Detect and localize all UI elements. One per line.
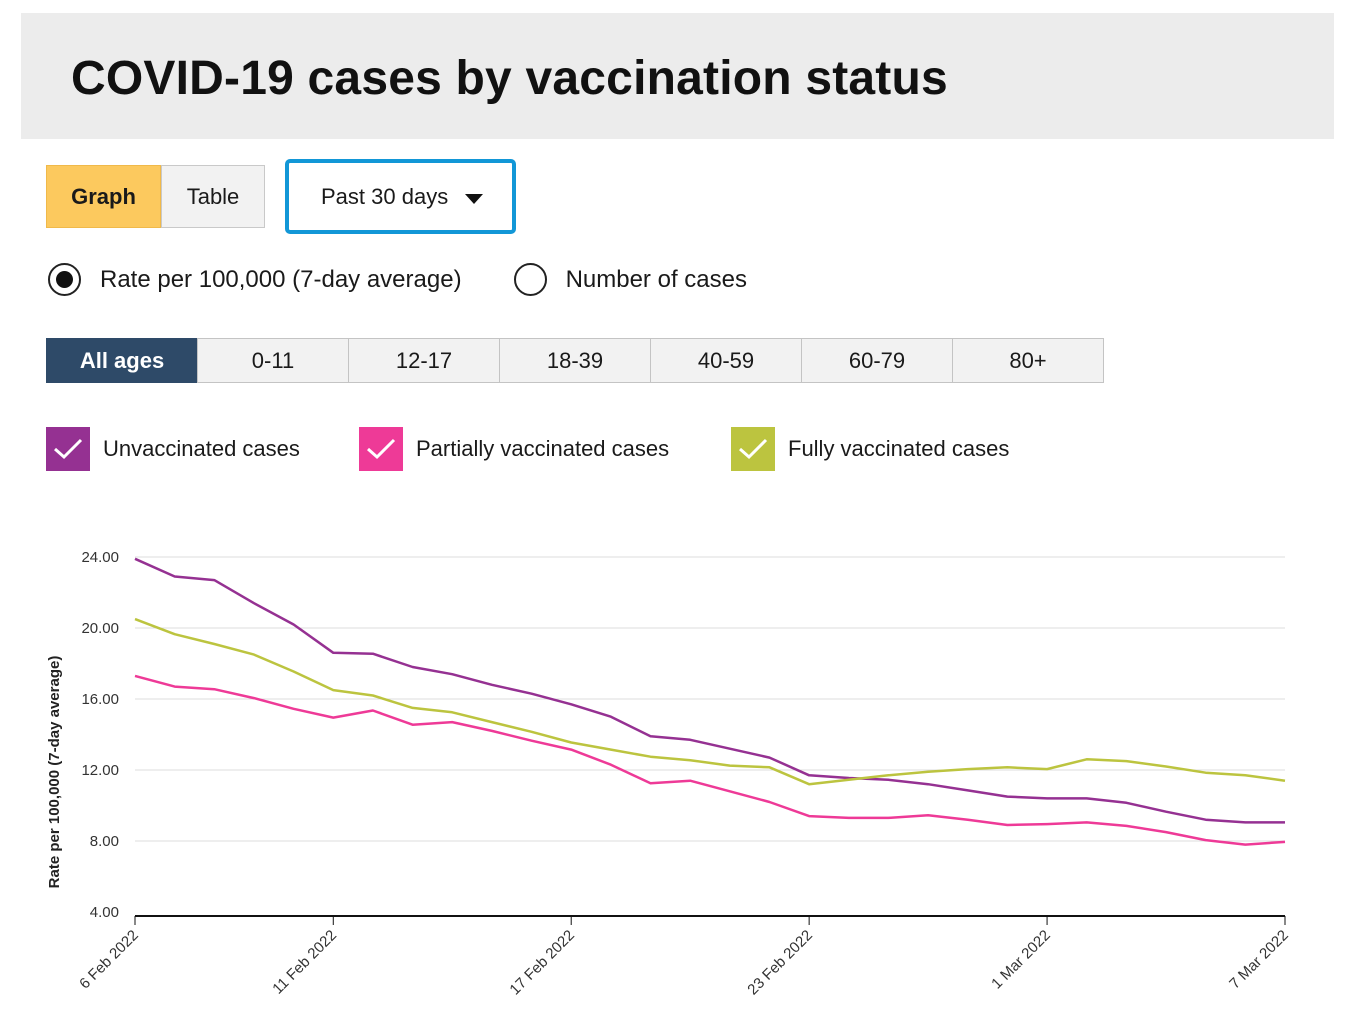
y-tick-labels: 4.00 8.00 12.00 16.00 20.00 24.00 <box>81 549 119 921</box>
legend-unvaccinated[interactable]: Unvaccinated cases <box>46 427 300 471</box>
view-toggle: Graph Table <box>46 165 265 228</box>
y-tick-label: 16.00 <box>81 691 119 708</box>
time-range-value: Past 30 days <box>321 183 449 209</box>
x-tick-label: 11 Feb 2022 <box>269 927 340 998</box>
series-unvaccinated-line <box>134 557 1285 824</box>
measure-radio-group: Rate per 100,000 (7-day average) Number … <box>48 263 747 296</box>
grid-lines <box>135 556 1285 917</box>
legend-fully-vaccinated[interactable]: Fully vaccinated cases <box>731 427 1009 471</box>
y-tick-label: 24.00 <box>81 549 119 566</box>
x-tick-label: 7 Mar 2022 <box>1226 927 1292 993</box>
legend-unvaccinated-label: Unvaccinated cases <box>103 436 300 461</box>
x-tick-label: 6 Feb 2022 <box>76 927 142 993</box>
age-tab-0-11[interactable]: 0-11 <box>197 338 349 383</box>
checkbox-checked-icon <box>731 427 775 471</box>
x-tick-label: 17 Feb 2022 <box>506 927 578 999</box>
x-tick-label: 23 Feb 2022 <box>744 927 816 999</box>
x-tick-label: 1 Mar 2022 <box>988 927 1054 993</box>
caret-down-icon <box>465 194 483 204</box>
table-button[interactable]: Table <box>161 165 265 228</box>
age-tab-80-plus[interactable]: 80+ <box>952 338 1104 383</box>
series-partially-vaccinated-line <box>134 674 1286 846</box>
age-tab-60-79[interactable]: 60-79 <box>801 338 953 383</box>
graph-button[interactable]: Graph <box>46 165 161 228</box>
checkbox-checked-icon <box>359 427 403 471</box>
radio-number-of-cases[interactable]: Number of cases <box>513 263 747 296</box>
page-title: COVID-19 cases by vaccination status <box>71 52 948 105</box>
radio-number-label: Number of cases <box>565 265 747 293</box>
y-axis-label: Rate per 100,000 (7-day average) <box>46 656 63 889</box>
legend-partially-vaccinated-label: Partially vaccinated cases <box>416 436 670 461</box>
legend-partially-vaccinated[interactable]: Partially vaccinated cases <box>359 427 669 471</box>
age-tab-12-17[interactable]: 12-17 <box>348 338 500 383</box>
radio-rate-label: Rate per 100,000 (7-day average) <box>100 265 462 293</box>
y-tick-label: 20.00 <box>81 620 119 637</box>
legend-fully-vaccinated-label: Fully vaccinated cases <box>788 436 1010 461</box>
page-header: COVID-19 cases by vaccination status <box>21 13 1334 139</box>
radio-rate[interactable]: Rate per 100,000 (7-day average) <box>48 263 462 296</box>
series-lines <box>134 557 1286 846</box>
time-range-dropdown[interactable]: Past 30 days <box>285 159 516 234</box>
y-tick-label: 4.00 <box>90 904 119 921</box>
age-tab-40-59[interactable]: 40-59 <box>650 338 802 383</box>
y-tick-label: 8.00 <box>90 833 119 850</box>
line-chart: Rate per 100,000 (7-day average) 4.00 8.0… <box>46 549 1292 998</box>
radio-unselected-icon <box>513 263 547 296</box>
age-tab-all[interactable]: All ages <box>46 338 198 383</box>
age-group-tabs: All ages 0-11 12-17 18-39 40-59 60-79 80… <box>46 338 1104 383</box>
y-tick-label: 12.00 <box>81 762 119 779</box>
x-tick-labels: 6 Feb 2022 11 Feb 2022 17 Feb 2022 23 Feb 2… <box>76 916 1292 998</box>
checkbox-checked-icon <box>46 427 90 471</box>
series-fully-vaccinated-line <box>134 617 1286 786</box>
radio-selected-icon <box>48 263 81 296</box>
age-tab-18-39[interactable]: 18-39 <box>499 338 651 383</box>
